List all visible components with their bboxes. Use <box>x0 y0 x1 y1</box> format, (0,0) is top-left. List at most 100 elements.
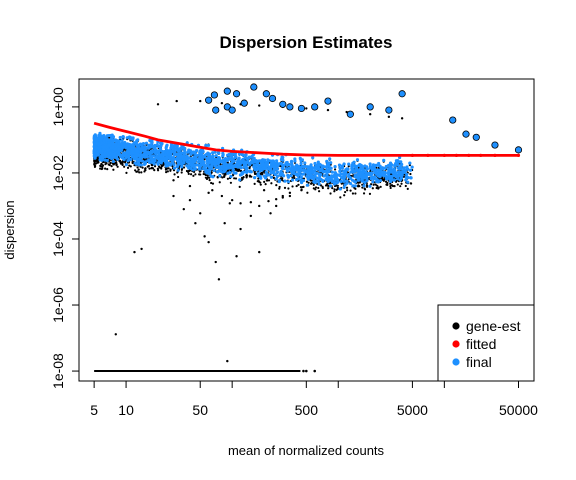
final-point <box>152 162 156 166</box>
gene-est-point <box>114 333 117 336</box>
final-point <box>359 167 363 171</box>
final-point <box>328 157 332 161</box>
final-point <box>345 179 349 183</box>
final-outlier-point <box>223 87 231 95</box>
final-point <box>187 148 191 152</box>
final-point <box>353 169 357 174</box>
gene-est-point <box>104 167 107 170</box>
gene-est-point <box>112 168 115 171</box>
final-point <box>356 177 360 181</box>
final-point <box>195 163 199 167</box>
final-point <box>370 168 375 172</box>
final-point <box>289 174 293 178</box>
final-point <box>165 150 170 155</box>
gene-est-point <box>295 184 298 188</box>
gene-est-point <box>105 161 108 165</box>
x-tick-label: 500 <box>295 402 319 418</box>
final-point <box>136 152 140 156</box>
final-point <box>214 158 218 162</box>
gene-est-point <box>235 255 238 258</box>
gene-est-point <box>376 184 379 187</box>
y-tick-label: 1e-02 <box>50 155 66 191</box>
final-point <box>343 169 348 173</box>
gene-est-point <box>396 183 399 186</box>
final-point <box>349 170 353 174</box>
final-point <box>368 184 372 188</box>
gene-est-point <box>400 182 403 185</box>
final-point <box>147 143 151 147</box>
final-outlier-point <box>491 141 499 149</box>
gene-est-point <box>188 184 192 188</box>
final-point <box>139 142 143 147</box>
final-point <box>143 161 148 166</box>
gene-est-point <box>288 191 292 195</box>
final-point <box>117 139 121 143</box>
gene-est-point <box>175 99 178 103</box>
gene-est-point <box>346 189 349 192</box>
final-point <box>151 154 156 158</box>
final-point <box>176 168 180 172</box>
gene-est-point <box>307 181 310 184</box>
x-axis: 5 10 50 500 5000 50000 <box>90 381 538 418</box>
gene-est-point <box>126 166 130 170</box>
gene-est-point <box>210 181 213 185</box>
gene-est-point <box>390 184 394 187</box>
gene-est-point <box>257 180 260 183</box>
gene-est-point <box>223 174 226 177</box>
final-point <box>124 163 129 167</box>
gene-est-point <box>237 168 241 171</box>
final-point <box>159 155 163 159</box>
final-point <box>259 160 263 164</box>
gene-est-point <box>357 181 360 184</box>
final-point <box>338 166 342 170</box>
final-point <box>214 154 218 158</box>
final-point <box>263 158 267 162</box>
final-point <box>355 175 359 179</box>
final-point <box>305 170 309 174</box>
final-point <box>296 174 300 178</box>
final-point <box>309 163 313 167</box>
gene-est-point <box>165 171 168 174</box>
final-point <box>254 168 259 172</box>
final-cloud <box>92 131 414 191</box>
final-point <box>120 141 124 146</box>
final-point <box>348 181 353 186</box>
final-outlier-point <box>297 104 306 113</box>
final-point <box>409 176 413 180</box>
gene-est-point <box>198 170 201 173</box>
final-point <box>98 136 102 140</box>
final-point <box>379 178 383 183</box>
gene-est-point <box>173 173 176 176</box>
final-point <box>299 168 303 172</box>
gene-est-point <box>101 167 104 170</box>
final-point <box>338 173 342 178</box>
final-point <box>174 152 179 157</box>
legend-label-fitted: fitted <box>466 336 496 352</box>
final-point <box>283 179 287 183</box>
final-point <box>172 166 177 170</box>
final-point <box>365 173 370 177</box>
final-point <box>381 167 385 171</box>
gene-est-point <box>389 182 392 185</box>
final-point <box>350 164 354 168</box>
final-point <box>252 163 256 167</box>
final-point <box>253 175 257 180</box>
gene-est-point <box>377 186 380 189</box>
final-point <box>328 184 333 188</box>
gene-est-point <box>258 204 261 208</box>
fitted-point <box>516 153 521 157</box>
final-point <box>249 155 253 159</box>
gene-est-point <box>278 185 281 189</box>
gene-est-point <box>274 198 278 201</box>
final-point <box>149 150 153 155</box>
gene-est-point <box>220 101 224 105</box>
gene-est-point <box>116 165 119 168</box>
final-point <box>325 172 329 176</box>
final-point <box>305 183 309 187</box>
gene-est-point <box>124 161 127 164</box>
final-point <box>238 178 242 182</box>
gene-est-point <box>258 250 261 254</box>
final-point <box>201 162 205 166</box>
gene-est-point <box>115 163 118 167</box>
